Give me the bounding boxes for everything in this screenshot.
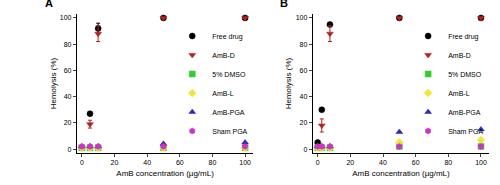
svg-text:Sham PGA: Sham PGA: [212, 128, 247, 135]
svg-text:Sham PGA: Sham PGA: [448, 128, 483, 135]
svg-text:AmB-D: AmB-D: [448, 52, 471, 59]
svg-text:60: 60: [176, 159, 184, 166]
svg-text:80: 80: [64, 41, 72, 48]
svg-text:5% DMSO: 5% DMSO: [212, 71, 246, 78]
svg-text:60: 60: [64, 67, 72, 74]
svg-text:Free drug: Free drug: [448, 33, 478, 41]
svg-text:60: 60: [300, 67, 308, 74]
svg-text:40: 40: [64, 93, 72, 100]
svg-text:Hemolysis (%): Hemolysis (%): [49, 57, 58, 109]
svg-text:AmB-D: AmB-D: [212, 52, 235, 59]
svg-text:20: 20: [346, 159, 354, 166]
svg-text:40: 40: [379, 159, 387, 166]
svg-text:AmB-PGA: AmB-PGA: [212, 109, 245, 116]
svg-text:5% DMSO: 5% DMSO: [448, 71, 482, 78]
svg-text:AmB-L: AmB-L: [448, 90, 470, 97]
svg-text:0: 0: [80, 159, 84, 166]
svg-text:AmB-PGA: AmB-PGA: [448, 109, 481, 116]
svg-text:AmB concentration (µg/mL): AmB concentration (µg/mL): [352, 169, 450, 178]
svg-text:20: 20: [300, 119, 308, 126]
svg-text:100: 100: [475, 159, 487, 166]
svg-text:Free drug: Free drug: [212, 33, 242, 41]
svg-text:0: 0: [303, 146, 307, 153]
svg-text:0: 0: [68, 146, 72, 153]
svg-text:60: 60: [412, 159, 420, 166]
svg-text:AmB-L: AmB-L: [212, 90, 234, 97]
svg-text:80: 80: [209, 159, 217, 166]
svg-text:100: 100: [239, 159, 251, 166]
svg-text:0: 0: [316, 159, 320, 166]
svg-text:B: B: [280, 0, 288, 9]
svg-text:40: 40: [143, 159, 151, 166]
svg-text:80: 80: [444, 159, 452, 166]
svg-text:100: 100: [296, 14, 308, 21]
svg-text:AmB concentration (µg/mL): AmB concentration (µg/mL): [116, 169, 214, 178]
svg-text:20: 20: [64, 119, 72, 126]
svg-text:A: A: [45, 0, 53, 9]
svg-text:20: 20: [111, 159, 119, 166]
svg-text:80: 80: [300, 41, 308, 48]
svg-text:Hemolysis (%): Hemolysis (%): [284, 57, 293, 109]
svg-text:100: 100: [60, 14, 72, 21]
svg-text:40: 40: [300, 93, 308, 100]
